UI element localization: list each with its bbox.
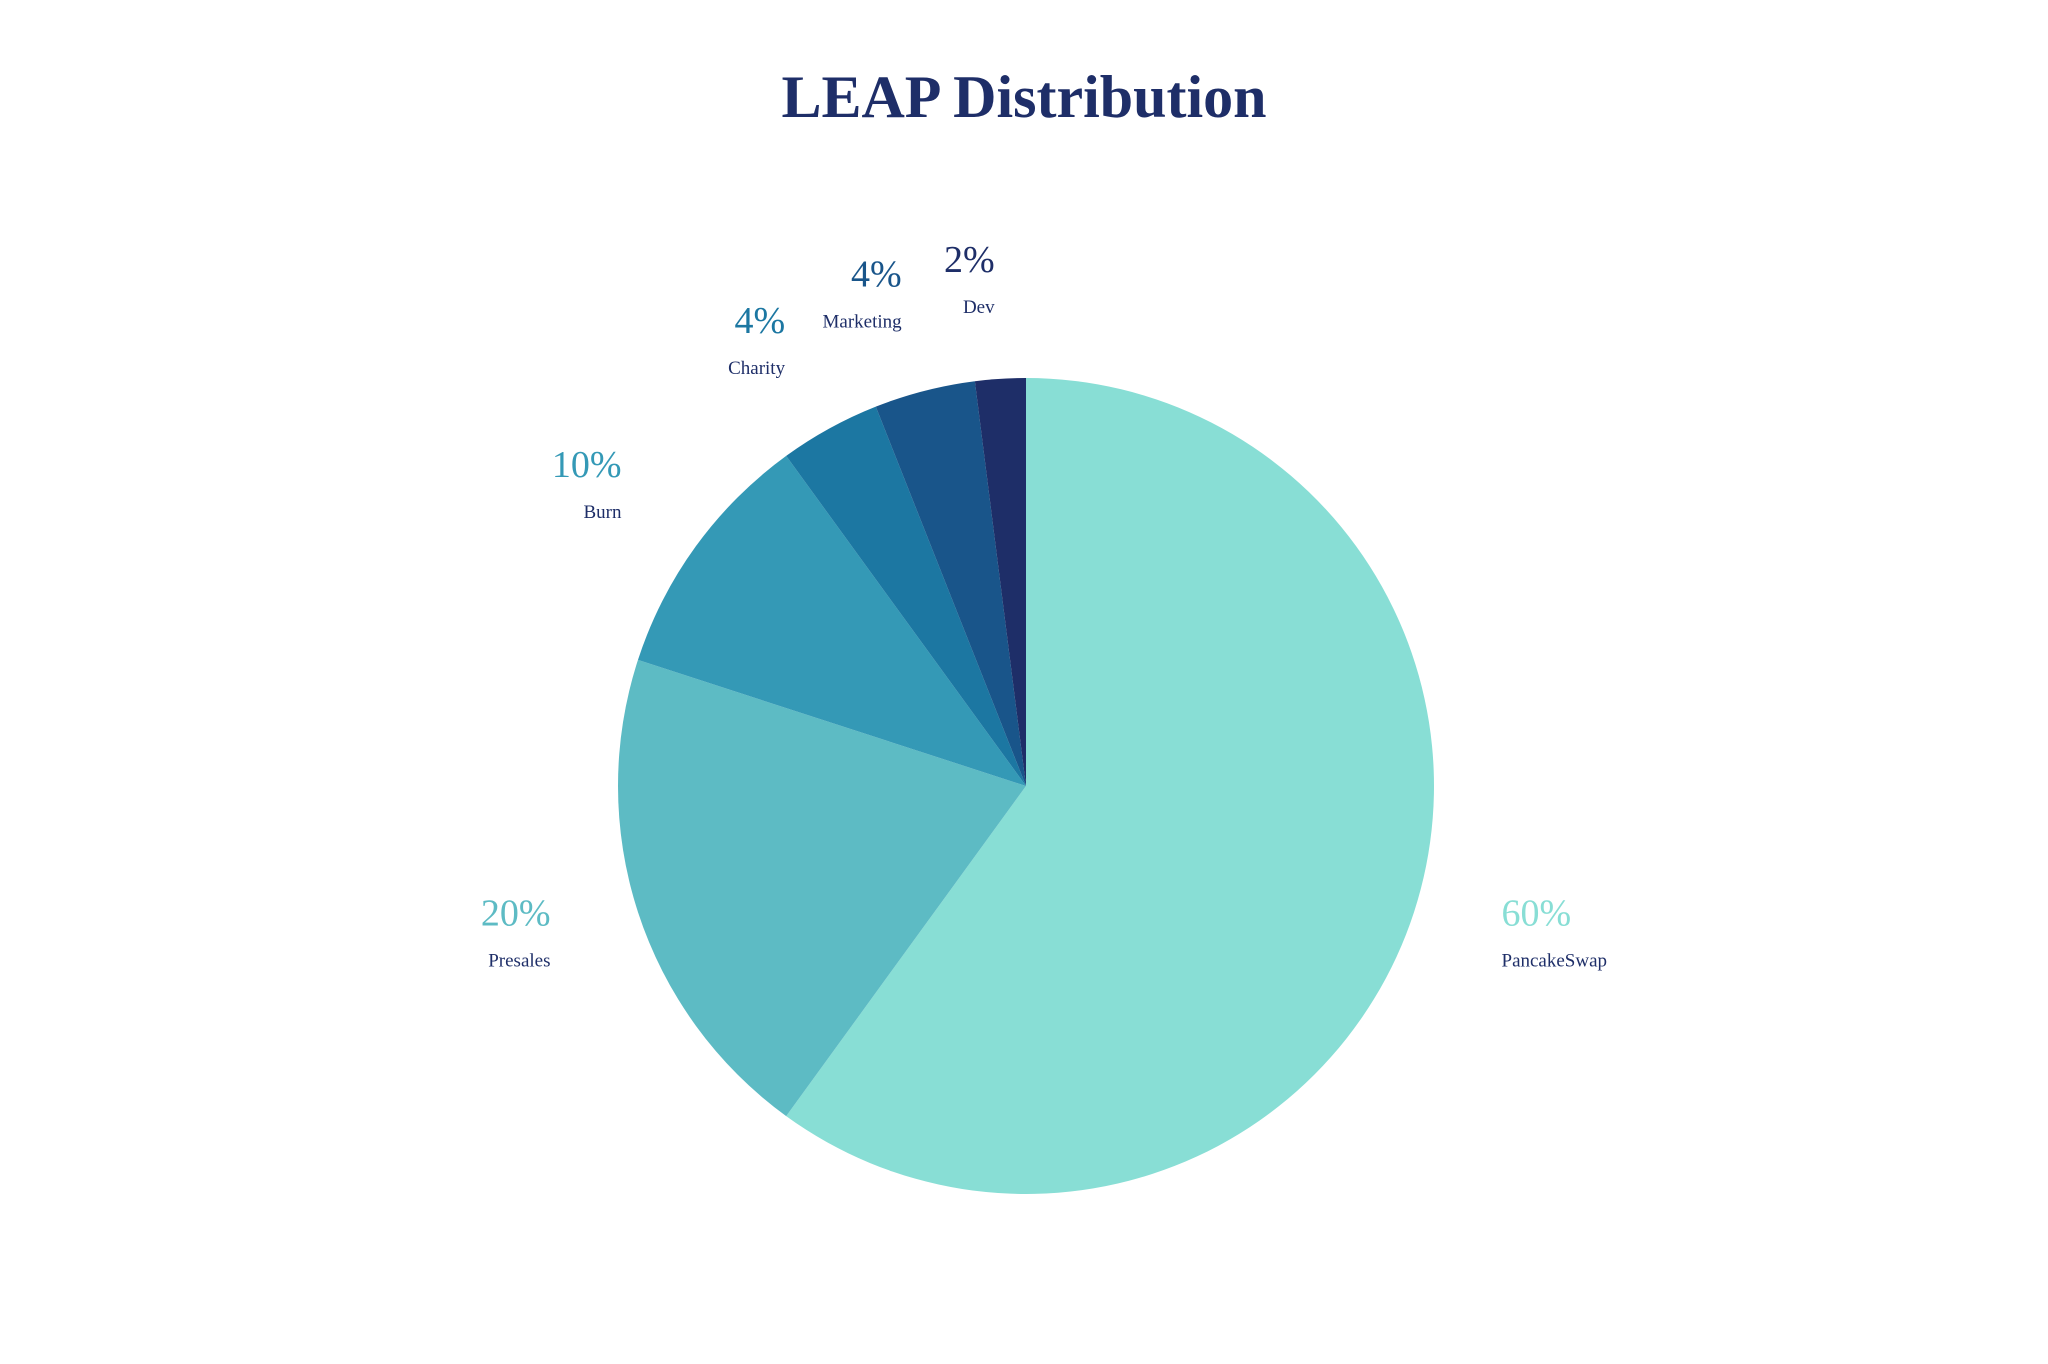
pie-slice-marketing <box>875 381 1026 786</box>
pie-slice-burn <box>637 455 1026 786</box>
slice-percent-charity: 4% <box>734 300 785 342</box>
slice-label-pancakeswap: PancakeSwap <box>1502 951 1608 972</box>
slice-percent-pancakeswap: 60% <box>1502 893 1572 935</box>
slice-label-marketing: Marketing <box>823 312 903 333</box>
pie-slice-pancakeswap <box>786 378 1434 1194</box>
pie-slice-presales <box>617 659 1026 1117</box>
pie-slice-charity <box>786 406 1026 786</box>
slice-label-burn: Burn <box>584 502 623 523</box>
pie-slice-dev <box>974 378 1026 786</box>
slice-percent-burn: 10% <box>552 444 622 486</box>
slice-percent-marketing: 4% <box>851 254 902 296</box>
slice-percent-presales: 20% <box>481 893 551 935</box>
chart-title: LEAP Distribution <box>781 64 1266 130</box>
slice-label-dev: Dev <box>963 297 995 318</box>
slice-percent-dev: 2% <box>944 239 995 281</box>
slice-label-charity: Charity <box>728 358 785 379</box>
pie-slices <box>617 378 1434 1194</box>
slice-label-presales: Presales <box>488 951 550 972</box>
pie-labels: 60% PancakeSwap 20% Presales 10% Burn 4% Charit… <box>481 239 1607 972</box>
